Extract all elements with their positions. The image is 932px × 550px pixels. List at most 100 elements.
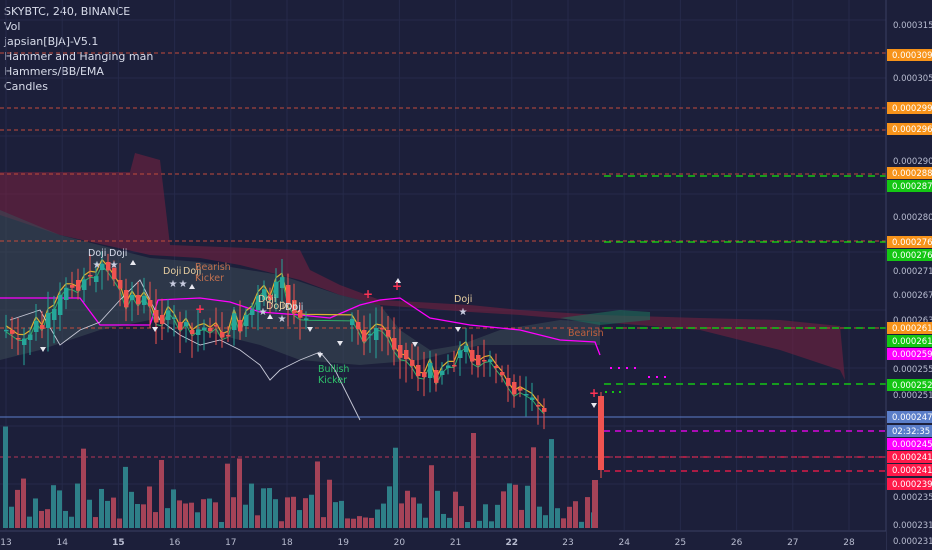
price-tick-label: 0.000290	[893, 157, 932, 167]
volume-bar	[105, 500, 110, 528]
volume-bar	[153, 512, 158, 528]
plus-marker: +	[392, 279, 402, 293]
volume-bar	[81, 448, 86, 528]
volume-bar	[447, 517, 452, 528]
lagging-span-line	[9, 279, 361, 421]
cloud-bullish	[0, 210, 600, 365]
indicator-vol[interactable]: Vol	[4, 20, 21, 33]
volume-bar	[291, 496, 296, 528]
volume-bar	[285, 497, 290, 528]
up-triangle	[267, 314, 273, 319]
volume-bar	[351, 518, 356, 528]
volume-bar	[15, 489, 20, 528]
candle	[202, 319, 207, 351]
candle	[530, 382, 535, 412]
candle	[356, 309, 361, 345]
down-triangle	[337, 341, 343, 346]
price-badge: 0.000241	[887, 464, 932, 476]
time-tick-label: 26	[731, 538, 743, 548]
price-tick-label: 0.000263	[893, 316, 932, 326]
svg-text:02:32:35: 02:32:35	[892, 427, 930, 437]
pattern-label: Doji	[285, 302, 303, 313]
time-tick-label: 16	[169, 538, 181, 548]
time-axis[interactable]: 13 14 15 16 17 18 19 20 21 22 23 24 25 26 27 28	[0, 530, 886, 550]
plus-marker: +	[363, 287, 373, 301]
volume-bar	[111, 497, 116, 528]
volume-bar	[93, 517, 98, 528]
candle	[262, 280, 267, 307]
volume-bar	[267, 488, 272, 528]
price-badge: 0.000259	[887, 348, 932, 360]
volume-bar	[45, 509, 50, 528]
candle	[256, 284, 261, 331]
volume-bar	[297, 510, 302, 528]
price-tick-label: 0.000231	[893, 521, 932, 531]
volume-bar	[213, 502, 218, 528]
candle	[82, 267, 87, 303]
pattern-label: Bullish Kicker	[318, 364, 349, 386]
volume-bar	[363, 517, 368, 528]
chart-legend: SKYBTC, 240, BINANCE Vol japsian[BJA]-V5…	[4, 4, 153, 94]
price-badge: 0.000247	[887, 411, 932, 423]
price-axis[interactable]: 0.000315 0.000305 0.000290 0.000280 0.000271…	[885, 0, 932, 550]
svg-text:0.000241: 0.000241	[892, 453, 932, 463]
svg-text:0.000296: 0.000296	[892, 125, 932, 135]
time-tick-label: 27	[787, 538, 798, 548]
volume-bar	[405, 490, 410, 528]
down-triangle	[412, 342, 418, 347]
svg-text:0.000245: 0.000245	[892, 440, 932, 450]
candles	[4, 251, 604, 478]
candle	[380, 306, 385, 352]
volume-bar	[543, 515, 548, 528]
price-badge: 0.000241	[887, 451, 932, 463]
candle	[244, 308, 249, 338]
indicator-japsian[interactable]: japsian[BJA]-V5.1	[4, 35, 99, 48]
candle	[374, 307, 379, 359]
candle	[524, 376, 529, 417]
volume-bar	[219, 521, 224, 528]
volume-bar	[381, 503, 386, 528]
candle	[410, 343, 415, 379]
volume-bar	[531, 447, 536, 528]
price-badge: 0.000288	[887, 167, 932, 179]
svg-text:0.000252: 0.000252	[892, 381, 932, 391]
volume-bar	[21, 478, 26, 528]
volume-bar	[87, 499, 92, 528]
candle	[46, 291, 51, 352]
candle	[250, 302, 255, 328]
volume-bar	[327, 479, 332, 528]
volume-bar	[51, 485, 56, 528]
candle	[476, 346, 481, 378]
time-tick-label: 28	[843, 538, 855, 548]
volume-bar	[399, 503, 404, 528]
volume-bar	[177, 500, 182, 528]
price-badge: 0.000276	[887, 236, 932, 248]
volume-bar	[123, 466, 128, 528]
candle	[362, 315, 367, 356]
candle	[446, 354, 451, 375]
candle	[190, 322, 195, 358]
volume-bar	[39, 510, 44, 528]
time-tick-label: 13	[0, 538, 11, 548]
indicator-hammers-bb-ema[interactable]: Hammers/BB/EMA	[4, 65, 104, 78]
price-tick-label: 0.000280	[893, 213, 932, 223]
volume-bar	[573, 501, 578, 528]
pattern-label: Doji	[279, 301, 297, 312]
candle	[280, 259, 285, 303]
volume-bar	[417, 503, 422, 528]
up-triangle	[130, 260, 136, 265]
volume-bar	[171, 489, 176, 528]
price-badge: 02:32:35	[887, 425, 932, 437]
volume-bar	[483, 504, 488, 528]
candle	[274, 268, 279, 312]
candle	[184, 310, 189, 343]
candle	[488, 350, 493, 377]
volume-bar	[459, 506, 464, 528]
indicator-candles[interactable]: Candles	[4, 80, 48, 93]
plus-marker: +	[589, 386, 599, 400]
star-marker: ★	[93, 260, 102, 271]
symbol-label[interactable]: SKYBTC, 240, BINANCE	[4, 5, 131, 18]
volume-bar	[453, 491, 458, 528]
